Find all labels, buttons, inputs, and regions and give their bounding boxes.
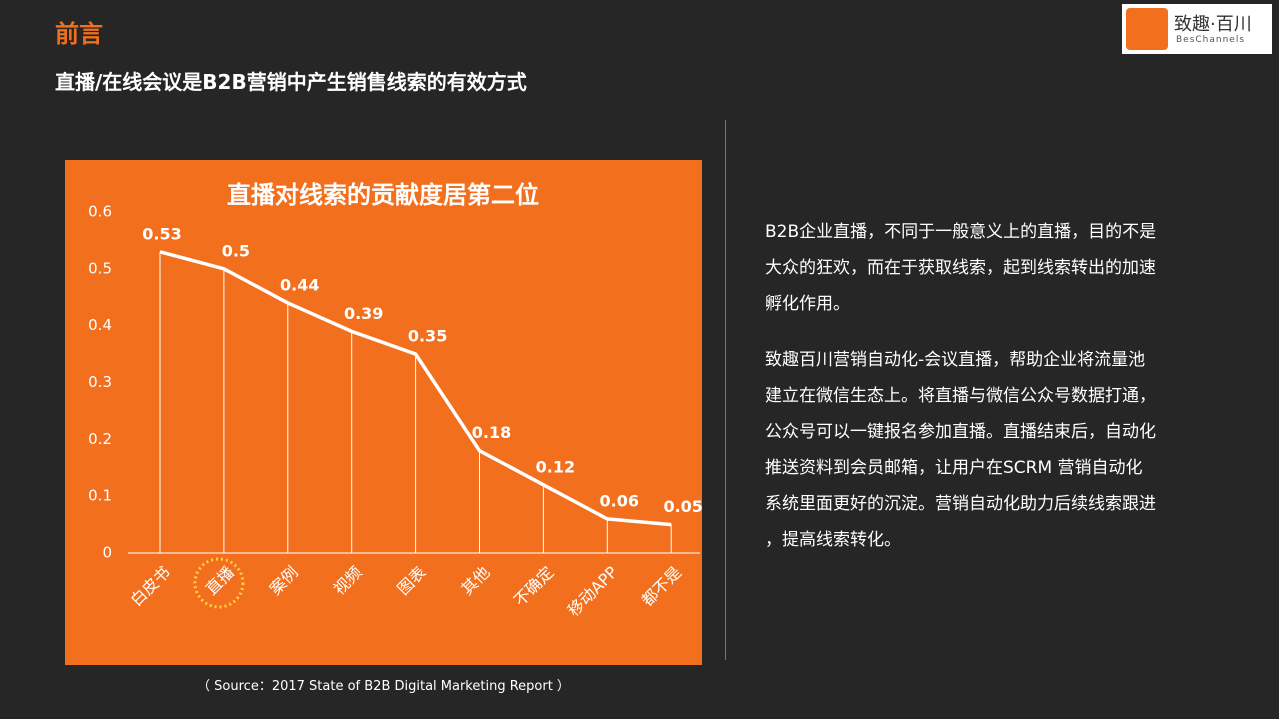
highlight-ring (193, 557, 245, 609)
chart: 直播对线索的贡献度居第二位 0 0.1 0.2 0.3 0.4 0.5 0.6 0.53 0.5… (65, 160, 703, 665)
data-label: 0.06 (600, 491, 639, 510)
text-line: B2B企业直播，不同于一般意义上的直播，目的不是 (765, 222, 1157, 242)
data-label: 0.39 (344, 304, 383, 323)
text-line: 建立在微信生态上。将直播与微信公众号数据打通， (765, 386, 1156, 406)
y-tick-label: 0.4 (88, 316, 112, 334)
data-label: 0.35 (408, 327, 447, 346)
logo-name: 致趣·百川 (1174, 14, 1252, 35)
y-tick-label: 0.5 (88, 259, 112, 277)
data-label: 0.53 (142, 224, 181, 243)
data-label: 0.12 (536, 457, 575, 476)
header-subtitle: 直播/在线会议是B2B营销中产生销售线索的有效方式 (55, 70, 527, 94)
logo: 致趣·百川 BesChannels (1122, 4, 1272, 54)
y-tick-label: 0 (102, 544, 112, 562)
y-tick-label: 0.1 (88, 487, 112, 505)
text-line: 系统里面更好的沉淀。营销自动化助力后续线索跟进 (765, 494, 1156, 514)
y-tick-label: 0.2 (88, 430, 112, 448)
body-text: B2B企业直播，不同于一般意义上的直播，目的不是 大众的狂欢，而在于获取线索，起到… (765, 214, 1215, 578)
paragraph: B2B企业直播，不同于一般意义上的直播，目的不是 大众的狂欢，而在于获取线索，起到… (765, 214, 1215, 322)
source-note: （ Source：2017 State of B2B Digital Marke… (197, 679, 570, 694)
data-label: 0.18 (472, 423, 511, 442)
y-tick-label: 0.3 (88, 373, 112, 391)
text-line: 推送资料到会员邮箱，让用户在SCRM 营销自动化 (765, 458, 1143, 478)
data-line (159, 250, 672, 527)
paragraph: 致趣百川营销自动化-会议直播，帮助企业将流量池 建立在微信生态上。将直播与微信公众… (765, 342, 1215, 558)
logo-sub: BesChannels (1176, 35, 1246, 45)
logo-icon (1126, 8, 1168, 50)
data-label: 0.44 (280, 275, 319, 294)
text-line: 公众号可以一键报名参加直播。直播结束后，自动化 (765, 422, 1156, 442)
chart-panel (65, 160, 702, 665)
chart-title: 直播对线索的贡献度居第二位 (227, 181, 539, 209)
data-label: 0.5 (222, 241, 250, 260)
data-label: 0.05 (663, 497, 702, 516)
text-line: 致趣百川营销自动化-会议直播，帮助企业将流量池 (765, 350, 1146, 370)
text-line: ，提高线索转化。 (765, 530, 901, 550)
y-tick-label: 0.6 (88, 203, 112, 221)
divider (725, 120, 726, 660)
text-line: 孵化作用。 (765, 294, 850, 314)
text-line: 大众的狂欢，而在于获取线索，起到线索转出的加速 (765, 258, 1156, 278)
header-title: 前言 (55, 20, 103, 48)
